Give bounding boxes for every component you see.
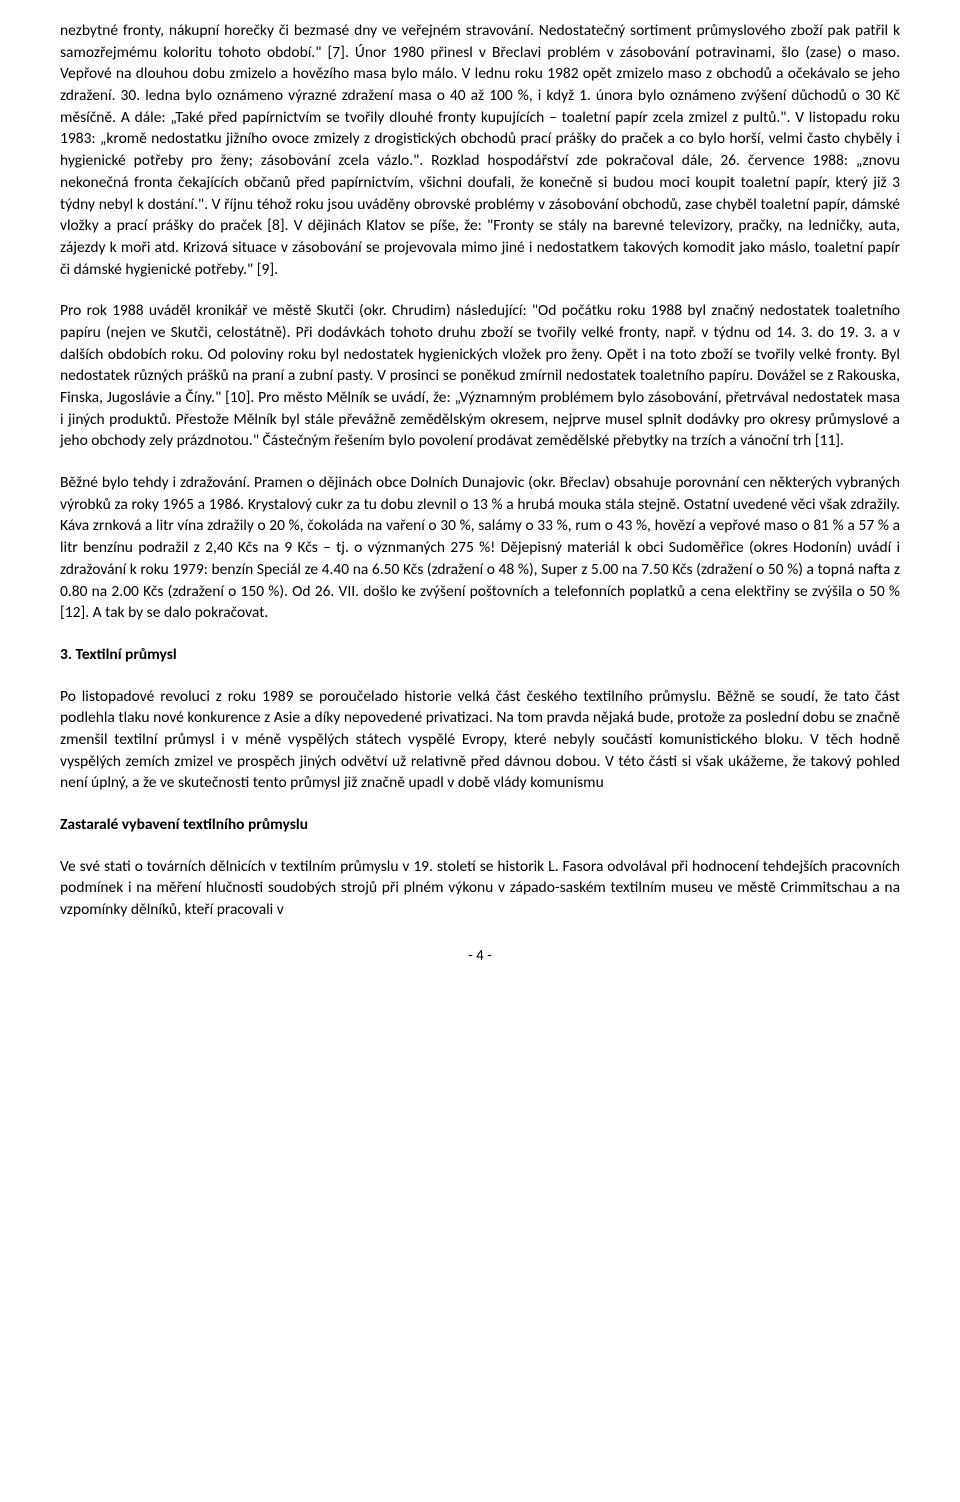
paragraph-2: Pro rok 1988 uváděl kronikář ve městě Sk…: [60, 300, 900, 452]
section-heading-1: 3. Textilní průmysl: [60, 644, 900, 666]
paragraph-4: Po listopadové revoluci z roku 1989 se p…: [60, 686, 900, 794]
paragraph-5: Ve své stati o továrních dělnicích v tex…: [60, 856, 900, 921]
paragraph-1: nezbytné fronty, nákupní horečky či bezm…: [60, 20, 900, 280]
page-number: - 4 -: [60, 946, 900, 967]
paragraph-3: Běžné bylo tehdy i zdražování. Pramen o …: [60, 472, 900, 624]
section-heading-2: Zastaralé vybavení textilního průmyslu: [60, 814, 900, 836]
